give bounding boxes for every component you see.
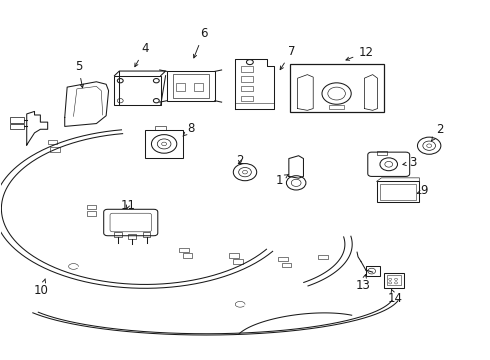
Text: 7: 7 (280, 45, 295, 69)
Text: 6: 6 (194, 27, 207, 58)
Bar (145, 130, 183, 158)
Text: 5: 5 (74, 60, 83, 88)
Text: 2: 2 (432, 123, 443, 141)
Bar (318, 255, 328, 259)
Bar (176, 83, 185, 91)
Bar (194, 83, 202, 91)
Bar (229, 253, 239, 258)
Bar (329, 105, 344, 109)
Text: 2: 2 (236, 154, 244, 167)
Bar (241, 66, 253, 72)
Bar (376, 152, 387, 155)
Bar (233, 259, 243, 264)
Text: 14: 14 (388, 289, 403, 305)
Bar (48, 140, 57, 144)
Bar (179, 248, 189, 252)
Bar (115, 232, 122, 237)
Bar (241, 76, 253, 82)
Bar (173, 74, 209, 98)
Bar (278, 257, 288, 261)
Bar (10, 117, 24, 123)
Bar (241, 86, 253, 91)
Bar (10, 123, 24, 129)
Text: 11: 11 (121, 198, 136, 212)
Text: 12: 12 (346, 46, 373, 60)
Text: 4: 4 (135, 42, 149, 67)
Text: 10: 10 (34, 279, 49, 297)
Bar (183, 253, 193, 258)
Bar (115, 76, 161, 105)
Bar (380, 184, 416, 200)
Bar (50, 148, 60, 152)
Bar (384, 273, 404, 288)
Bar (87, 204, 97, 209)
Text: 9: 9 (417, 184, 428, 197)
Bar (167, 71, 215, 101)
Text: 13: 13 (355, 275, 370, 292)
Text: 8: 8 (183, 122, 195, 136)
Bar (282, 262, 291, 267)
Bar (128, 234, 136, 239)
Bar (87, 211, 97, 216)
Bar (290, 64, 384, 112)
Bar (155, 126, 166, 130)
Bar (143, 232, 150, 237)
Bar (241, 96, 253, 102)
Text: 3: 3 (403, 156, 417, 169)
Bar (366, 266, 380, 276)
Text: 1: 1 (275, 174, 288, 186)
Bar (387, 275, 401, 285)
Bar (376, 181, 419, 202)
